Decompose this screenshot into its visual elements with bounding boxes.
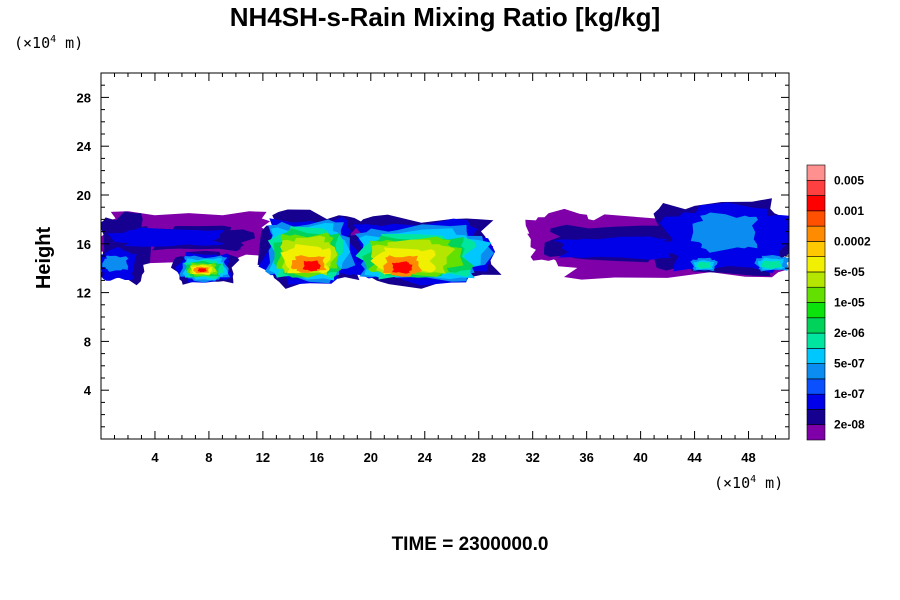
contour-blob: [302, 260, 321, 272]
colorbar-swatch: [806, 179, 826, 196]
chart-title: NH4SH-s-Rain Mixing Ratio [kg/kg]: [230, 2, 660, 32]
x-tick-label: 44: [687, 450, 702, 465]
colorbar-swatch: [806, 271, 826, 288]
x-tick-label: 16: [310, 450, 324, 465]
colorbar-label: 0.0002: [834, 234, 871, 248]
y-axis: 4 8 12 16 20 24 28: [77, 84, 789, 428]
y-tick-label: 20: [77, 188, 91, 203]
y-tick-label: 28: [77, 90, 91, 105]
colorbar-swatch: [806, 317, 826, 334]
colorbar-swatch: [806, 164, 826, 181]
x-tick-label: 4: [151, 450, 159, 465]
x-tick-label: 28: [471, 450, 485, 465]
colorbar-swatch: [806, 241, 826, 257]
svg-text:(×104 m): (×104 m): [714, 474, 783, 492]
colorbar-swatch: [806, 225, 826, 242]
x-tick-label: 12: [256, 450, 270, 465]
contour-blob: [553, 236, 689, 260]
y-axis-label: Height: [33, 227, 55, 290]
x-axis: 4 8 12 16 20 24 28 32 36 40 44 48: [113, 73, 777, 465]
contour-blob: [102, 255, 129, 272]
x-unit-exp: 4: [750, 474, 756, 485]
y-unit-exp: 4: [50, 34, 56, 45]
y-tick-label: 8: [84, 334, 91, 349]
contour-blob: [392, 261, 413, 274]
colorbar-label: 1e-05: [834, 296, 865, 310]
x-tick-label: 40: [633, 450, 647, 465]
colorbar-swatch: [806, 363, 826, 380]
contour-level-red: [197, 260, 413, 274]
colorbar-swatch: [806, 210, 826, 227]
colorbar-swatch: [806, 256, 826, 273]
y-tick-label: 4: [84, 383, 92, 398]
x-unit-suffix: m): [756, 474, 783, 492]
x-tick-label: 32: [525, 450, 539, 465]
colorbar-label: 0.001: [834, 204, 864, 218]
colorbar-label: 2e-08: [834, 418, 865, 432]
colorbar-label: 5e-07: [834, 357, 865, 371]
y-unit-prefix: (×10: [14, 34, 50, 52]
colorbar-swatch: [806, 332, 826, 349]
y-tick-label: 24: [77, 139, 92, 154]
y-tick-label: 16: [77, 237, 91, 252]
svg-text:(×104 m): (×104 m): [14, 34, 83, 52]
x-unit-label: (×104 m): [714, 474, 783, 492]
colorbar-swatch: [806, 424, 826, 441]
colorbar-swatch: [806, 393, 826, 410]
y-tick-label: 12: [77, 286, 91, 301]
y-unit-suffix: m): [56, 34, 83, 52]
x-tick-label: 36: [579, 450, 593, 465]
colorbar-label: 0.005: [834, 173, 864, 187]
time-label: TIME = 2300000.0: [392, 534, 549, 555]
contour-blob: [197, 268, 207, 273]
contour-blob: [696, 262, 711, 269]
colorbar-swatch: [806, 348, 826, 364]
mixing-ratio-field: [101, 198, 789, 289]
x-unit-prefix: (×10: [714, 474, 750, 492]
colorbar-swatch: [806, 302, 826, 319]
colorbar-swatch: [806, 378, 826, 395]
colorbar: 2e-08 1e-07 5e-07 2e-06 1e-05 5e-05 0.0002 0.00…: [806, 164, 871, 441]
contour-blob: [106, 227, 225, 247]
colorbar-swatch: [806, 195, 826, 212]
x-tick-label: 8: [205, 450, 212, 465]
colorbar-label: 2e-06: [834, 326, 865, 340]
contour-blob: [761, 260, 782, 269]
contour-blob: [690, 212, 758, 253]
x-tick-label: 24: [418, 450, 433, 465]
colorbar-label: 5e-05: [834, 265, 865, 279]
x-tick-label: 48: [741, 450, 755, 465]
y-unit-label: (×104 m): [14, 34, 83, 52]
colorbar-label: 1e-07: [834, 387, 865, 401]
colorbar-swatch: [806, 286, 826, 303]
colorbar-swatch: [806, 409, 826, 426]
x-tick-label: 20: [364, 450, 378, 465]
